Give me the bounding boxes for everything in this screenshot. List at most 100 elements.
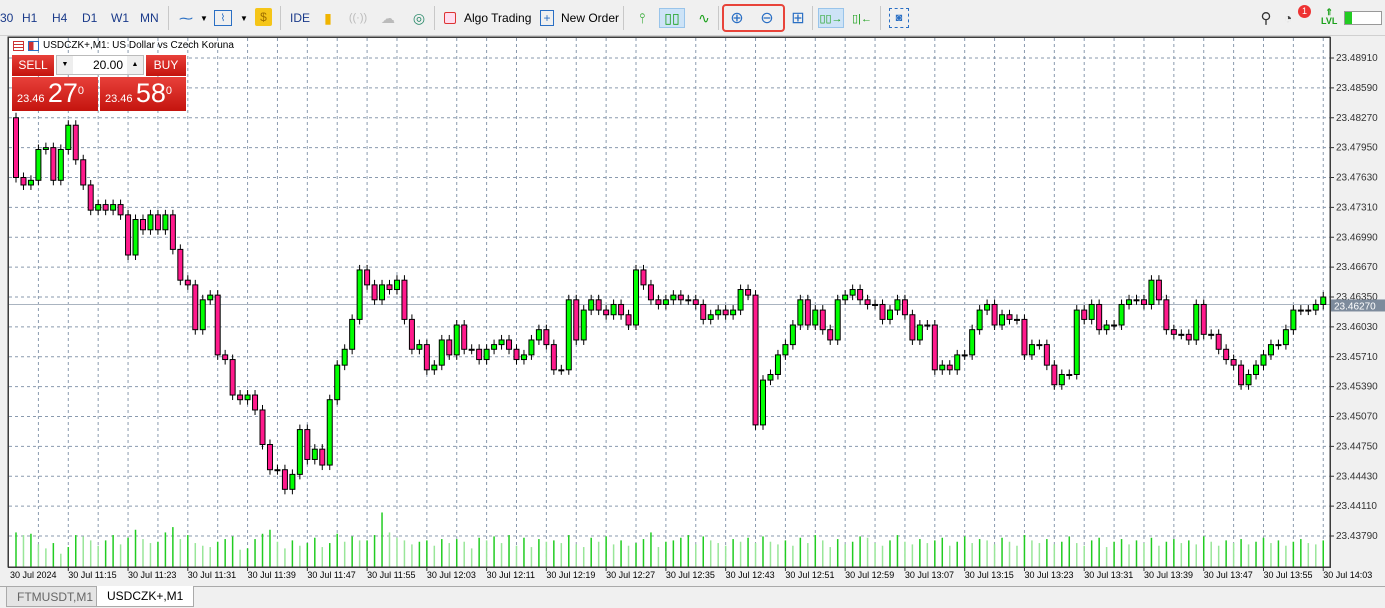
candle-bullish — [812, 309, 819, 326]
timeframe-mn[interactable]: MN — [140, 11, 159, 25]
chart-area[interactable] — [8, 37, 1331, 568]
one-click-trading-panel: SELL ▼ 20.00 ▲ BUY 23.46 270 23.46 580 — [12, 55, 186, 111]
volume-stepper[interactable]: ▼ 20.00 ▲ — [56, 55, 144, 75]
signal-level-label: LVL — [1321, 16, 1338, 26]
candle-bullish — [1036, 344, 1043, 347]
sell-price[interactable]: 23.46 270 — [12, 77, 98, 111]
auto-scroll-icon[interactable]: ▯▯→ — [818, 8, 844, 28]
sell-price-big: 27 — [47, 78, 78, 108]
time-tick-label: 30 Jul 11:15 — [68, 570, 116, 580]
time-tick-label: 30 Jul 11:55 — [367, 570, 415, 580]
candle-bearish — [1185, 333, 1192, 341]
candle-bearish — [879, 303, 886, 320]
candle-bullish — [326, 399, 333, 466]
candle-bearish — [543, 329, 550, 346]
candle-bearish — [700, 303, 707, 320]
separator — [623, 6, 624, 30]
price-tick-label: 23.46990 — [1336, 232, 1378, 243]
templates-icon[interactable]: ⌇ — [214, 10, 232, 26]
ide-button[interactable]: IDE — [290, 11, 311, 25]
candle-bullish — [1118, 303, 1125, 326]
buy-button[interactable]: BUY — [146, 55, 186, 76]
candle-bullish — [580, 309, 587, 341]
indicators-icon[interactable]: ⁓ — [179, 9, 193, 26]
candle-bullish — [147, 214, 154, 231]
signal-broadcast-icon[interactable]: ((·)) — [348, 12, 368, 24]
candle-bearish — [804, 299, 811, 326]
chart-icon — [28, 40, 39, 51]
candle-bullish — [132, 219, 139, 256]
time-tick-label: 30 Jul 2024 — [10, 570, 57, 580]
screenshot-camera-icon[interactable]: ◙ — [889, 8, 909, 28]
candle-bearish — [595, 299, 602, 311]
candle-bearish — [259, 409, 266, 446]
account-icon[interactable]: ◔ — [1283, 10, 1293, 26]
line-chart-icon[interactable]: ∿ — [698, 9, 710, 26]
candle-bullish — [842, 294, 849, 301]
candle-bullish — [528, 339, 535, 356]
candle-bullish — [1312, 303, 1319, 311]
shopping-bag-icon[interactable]: ▮ — [324, 9, 332, 26]
candle-bullish — [633, 269, 640, 326]
chevron-down-icon[interactable]: ▼ — [240, 13, 248, 23]
candle-bullish — [468, 348, 475, 351]
buy-price[interactable]: 23.46 580 — [100, 77, 186, 111]
candle-bullish — [969, 329, 976, 356]
vps-globe-icon[interactable]: ◎ — [412, 9, 426, 26]
candle-bearish — [476, 348, 483, 361]
candle-bullish — [894, 299, 901, 311]
candle-bearish — [991, 303, 998, 326]
chevron-down-icon[interactable]: ▼ — [200, 13, 208, 23]
price-tick-label: 23.45390 — [1336, 382, 1378, 393]
tab-usdczk[interactable]: USDCZK+,M1 — [96, 586, 195, 607]
candle-bullish — [520, 354, 527, 361]
candle-bearish — [408, 318, 415, 350]
time-tick-label: 30 Jul 13:47 — [1204, 570, 1253, 580]
chart-title-bar: USDCZK+,M1: US Dollar vs Czech Koruna — [13, 40, 234, 51]
candle-bullish — [1260, 354, 1267, 366]
tab-ftmusdt[interactable]: FTMUSDT,M1 — [6, 587, 104, 607]
new-order-button[interactable]: New Order — [561, 11, 620, 25]
separator — [812, 6, 813, 30]
timeframe-m30[interactable]: 30 — [0, 11, 14, 25]
search-icon[interactable]: ⚲ — [1260, 10, 1272, 27]
candle-bearish — [184, 279, 191, 286]
new-order-icon[interactable]: + — [540, 10, 554, 26]
candle-bullish — [984, 303, 991, 311]
candle-bullish — [95, 204, 102, 211]
time-tick-label: 30 Jul 12:03 — [427, 570, 476, 580]
bar-chart-icon[interactable]: ⫯ — [638, 9, 646, 26]
candle-bullish — [110, 204, 117, 211]
candle-bullish — [849, 289, 856, 296]
candle-bullish — [707, 314, 714, 320]
time-tick-label: 30 Jul 14:03 — [1323, 570, 1372, 580]
cloud-icon[interactable]: ☁ — [381, 9, 395, 26]
candle-bearish — [222, 354, 229, 361]
grid-icon[interactable]: ⊞ — [791, 10, 805, 27]
candle-bearish — [1051, 364, 1058, 386]
algo-trading-icon[interactable] — [444, 12, 456, 24]
candle-bullish — [670, 294, 677, 301]
candle-bearish — [1170, 329, 1177, 335]
zoom-out-icon[interactable]: ⊖ — [760, 10, 774, 27]
timeframe-h4[interactable]: H4 — [52, 11, 68, 25]
market-dollar-icon[interactable]: $ — [255, 8, 272, 26]
timeframe-d1[interactable]: D1 — [82, 11, 98, 25]
candle-bearish — [1096, 303, 1103, 331]
sell-button[interactable]: SELL — [12, 55, 54, 76]
candle-bearish — [618, 303, 625, 316]
candle-bullish — [999, 314, 1006, 326]
algo-trading-button[interactable]: Algo Trading — [464, 11, 532, 25]
candlestick-chart-icon[interactable]: ▯▯ — [659, 8, 685, 28]
candle-bearish — [80, 159, 87, 186]
timeframe-w1[interactable]: W1 — [111, 11, 129, 25]
volume-input[interactable]: 20.00 — [92, 58, 123, 72]
candle-bearish — [647, 284, 654, 301]
chart-shift-icon[interactable]: ▯|← — [852, 12, 872, 25]
decrease-volume-button[interactable]: ▼ — [57, 56, 73, 74]
price-tick-label: 23.47310 — [1336, 202, 1378, 213]
timeframe-h1[interactable]: H1 — [22, 11, 38, 25]
candle-bullish — [1066, 373, 1073, 376]
increase-volume-button[interactable]: ▲ — [127, 56, 143, 74]
zoom-in-icon[interactable]: ⊕ — [730, 10, 744, 27]
